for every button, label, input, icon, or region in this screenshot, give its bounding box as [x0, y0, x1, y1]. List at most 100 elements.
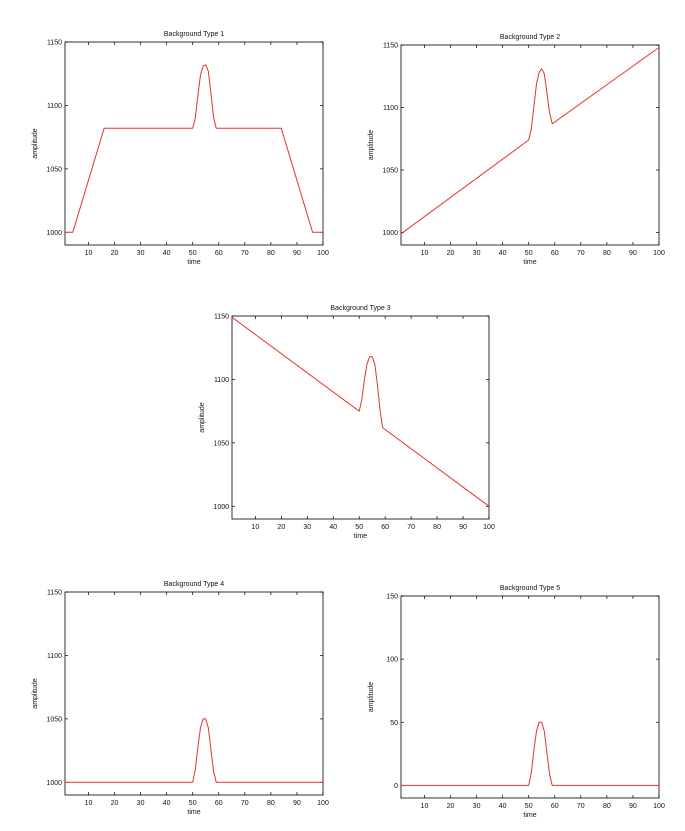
chart-title: Background Type 3: [330, 305, 390, 312]
x-tick-label: 20: [447, 803, 455, 810]
series-line-1: [400, 47, 660, 235]
y-tick-label: 1150: [47, 590, 62, 597]
plot-frame: [64, 591, 324, 796]
x-tick-label: 30: [473, 250, 481, 257]
x-tick-label: 40: [163, 250, 171, 257]
x-tick-label: 30: [137, 800, 145, 807]
chart-title: Background Type 5: [500, 585, 560, 592]
x-tick-label: 90: [459, 524, 467, 531]
x-tick-label: 10: [85, 800, 93, 807]
x-tick-label: 60: [551, 250, 559, 257]
y-tick-label: 1050: [46, 716, 62, 723]
x-tick-label: 70: [577, 250, 585, 257]
series-line-1: [401, 721, 659, 786]
y-axis-label: amplitude: [32, 678, 39, 708]
x-tick-label: 60: [381, 524, 389, 531]
series-line-1: [65, 64, 323, 233]
y-tick-label: 100: [386, 657, 398, 664]
y-axis-label: amplitude: [199, 402, 206, 432]
x-tick-label: 50: [189, 250, 197, 257]
x-tick-label: 40: [499, 250, 507, 257]
x-tick-label: 100: [317, 250, 329, 257]
x-axis-label: time: [523, 812, 536, 819]
chart-title: Background Type 2: [500, 34, 560, 41]
chart-panel-5: Background Type 5 10 20 30 40 50 60 70 80 90 100 0 5…: [368, 585, 665, 819]
x-tick-label: 90: [629, 250, 637, 257]
x-tick-label: 50: [355, 524, 363, 531]
x-tick-label: 60: [215, 250, 223, 257]
x-tick-label: 40: [329, 524, 337, 531]
chart-panel-1: Background Type 1 10 20 30 40 50 60 70 80 90 100 10…: [32, 31, 329, 266]
y-axis-label: amplitude: [368, 130, 375, 160]
plot-frame: [231, 315, 490, 520]
x-tick-label: 80: [267, 800, 275, 807]
y-tick-label: 1100: [47, 653, 62, 660]
y-tick-label: 150: [386, 594, 398, 601]
x-tick-label: 90: [629, 803, 637, 810]
x-tick-label: 90: [293, 250, 301, 257]
chart-panel-2: Background Type 2 10 20 30 40 50 60 70 80 90 100 10…: [368, 34, 665, 266]
series-line-1: [231, 316, 490, 507]
y-tick-label: 1050: [213, 440, 229, 447]
x-tick-label: 30: [303, 524, 311, 531]
y-tick-label: 1150: [47, 40, 62, 47]
x-tick-label: 30: [137, 250, 145, 257]
y-tick-label: 50: [390, 720, 398, 727]
x-tick-label: 70: [241, 800, 249, 807]
x-tick-label: 100: [483, 524, 495, 531]
plot-frame: [400, 595, 660, 799]
x-tick-label: 40: [499, 803, 507, 810]
y-tick-label: 1000: [213, 504, 229, 511]
y-tick-label: 0: [394, 783, 398, 790]
chart-title: Background Type 1: [164, 31, 224, 38]
x-axis-label: time: [187, 259, 200, 266]
y-tick-label: 1150: [383, 43, 398, 50]
x-tick-label: 20: [111, 800, 119, 807]
y-tick-label: 1100: [383, 105, 398, 112]
x-tick-label: 100: [653, 250, 665, 257]
chart-panel-4: Background Type 4 10 20 30 40 50 60 70 80 90 100 10…: [32, 581, 329, 816]
x-tick-label: 70: [241, 250, 249, 257]
y-tick-label: 1000: [46, 780, 62, 787]
x-tick-label: 80: [603, 803, 611, 810]
x-tick-label: 90: [293, 800, 301, 807]
x-axis-label: time: [187, 809, 200, 816]
x-tick-label: 100: [653, 803, 665, 810]
plot-frame: [64, 41, 324, 246]
x-tick-label: 20: [277, 524, 285, 531]
x-axis-label: time: [523, 259, 536, 266]
x-tick-label: 70: [407, 524, 415, 531]
x-tick-label: 10: [85, 250, 93, 257]
x-tick-label: 50: [525, 250, 533, 257]
y-axis-label: amplitude: [32, 128, 39, 158]
y-axis-label: amplitude: [368, 682, 375, 712]
series-line-1: [65, 718, 323, 783]
chart-title: Background Type 4: [164, 581, 224, 588]
y-tick-label: 1000: [46, 230, 62, 237]
x-tick-label: 50: [189, 800, 197, 807]
x-tick-label: 50: [525, 803, 533, 810]
x-tick-label: 60: [215, 800, 223, 807]
y-tick-label: 1100: [214, 377, 229, 384]
chart-panel-3: Background Type 3 10 20 30 40 50 60 70 80 90 100 10…: [199, 305, 495, 540]
x-tick-label: 10: [421, 250, 429, 257]
x-tick-label: 20: [111, 250, 119, 257]
x-tick-label: 80: [603, 250, 611, 257]
x-tick-label: 40: [163, 800, 171, 807]
x-tick-label: 10: [251, 524, 259, 531]
y-tick-label: 1100: [47, 103, 62, 110]
x-tick-label: 80: [433, 524, 441, 531]
x-tick-label: 70: [577, 803, 585, 810]
x-tick-label: 20: [447, 250, 455, 257]
x-tick-label: 60: [551, 803, 559, 810]
y-tick-label: 1150: [214, 314, 229, 321]
y-tick-label: 1050: [382, 168, 398, 175]
x-tick-label: 80: [267, 250, 275, 257]
x-axis-label: time: [354, 533, 367, 540]
y-tick-label: 1000: [382, 230, 398, 237]
x-tick-label: 100: [317, 800, 329, 807]
x-tick-label: 30: [473, 803, 481, 810]
x-tick-label: 10: [421, 803, 429, 810]
y-tick-label: 1050: [46, 166, 62, 173]
